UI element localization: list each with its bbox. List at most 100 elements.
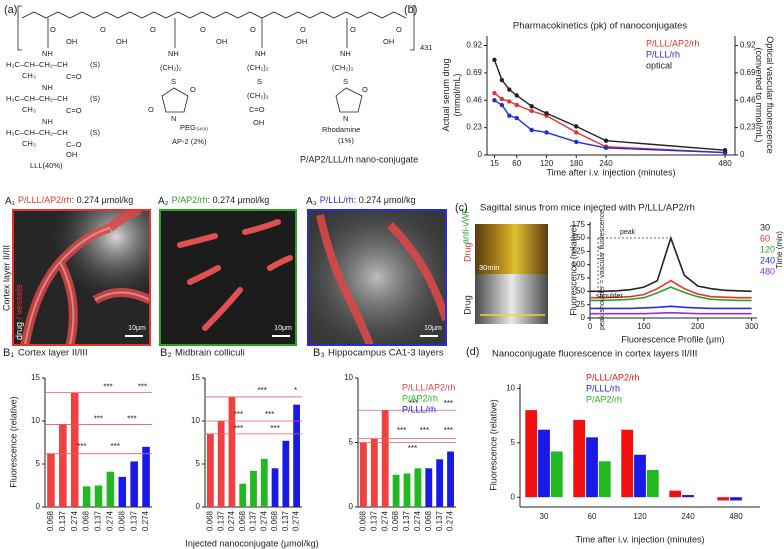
y-tick-label: 0.92 [466,41,482,50]
y-axis-label: (mmol/mL) [452,74,462,117]
legend-entry: P/AP2/rh [402,393,438,403]
bar [669,490,682,498]
micrograph [475,274,548,324]
x-tick-label: 0 [588,322,593,331]
chem-label: NH [42,83,53,92]
chem-label: NH [340,49,351,58]
y-tick-label: 175 [572,220,586,229]
x-tick-label: 0.137 [129,510,138,531]
bar [682,495,694,498]
data-point [507,113,512,118]
image-label: anti-vWF [460,207,470,244]
data-point [722,148,728,153]
scale-label: 10μm [424,325,442,332]
significance: *** [138,383,147,392]
image-title: A₂ P/AP2/rh: 0.274 μmol/kg [158,195,269,206]
x-tick-label: 30 [540,512,549,521]
image-frame [159,209,297,346]
significance: *** [234,424,243,433]
bar [118,476,127,507]
y-tick-label: 0 [36,502,41,511]
y-tick-label: 0 [581,313,586,322]
chem-label: O [350,25,356,34]
chem-label: (1%) [338,136,354,145]
annotation-line [597,237,671,292]
chem-label: O [150,25,156,34]
image-dose: : 0.274 μmol/kg [354,195,416,205]
legend-entry: P/LLL/AP2/rh [402,382,456,392]
bar [293,404,300,507]
bar [392,474,400,507]
significance: *** [110,442,119,451]
chem-label: OH [296,37,307,46]
bar [228,396,236,507]
scale-label: 10μm [128,325,146,332]
x-axis-label: Time after i.v. injection (minutes) [575,534,704,544]
y-tick-label: 25 [576,300,585,309]
time-label: 30min [479,263,499,272]
y-tick-label: 0.46 [466,95,482,104]
legend-entry: P/AP2/rh [586,394,622,404]
chem-label: AP-2 (2%) [172,137,207,146]
y2-axis-label: Optical vascular fluorescence [765,36,775,154]
chem-label: (CH₂)₂ [160,63,182,72]
y-tick-label: 15 [31,373,40,382]
y-tick-label: 0.23 [466,123,482,132]
bar [271,468,279,507]
x-tick-label: 0.068 [270,510,279,531]
legend-entry: 480 [760,266,775,276]
stain-part: drug [14,322,24,340]
y-axis-label: Fluorescence (relative) [8,396,18,488]
x-tick-label: 0.274 [292,510,301,531]
y-axis-label: Fluorescence (relative) [488,399,498,491]
series-line [493,59,726,151]
image-label: Drug [462,295,472,315]
bar [425,468,433,507]
x-tick-label: 200 [691,322,705,331]
data-point [544,130,549,135]
structure-name: P/AP2/LLL/rh nano-conjugate [300,154,418,164]
y-tick-label: 15 [191,373,200,382]
x-axis-label: Injected nanoconjugate (μmol/kg) [185,538,318,548]
x-tick-label: 0.068 [238,510,247,531]
legend-entry: 120 [760,244,775,254]
x-tick-label: 240 [599,159,613,168]
chem-label: C=O [249,105,265,114]
bar [403,473,411,507]
data-point [574,139,579,145]
repeat-count: 431 [420,43,433,52]
y2-tick-label: 0.46 [740,95,756,104]
legend-entry: 30 [760,222,770,232]
stain-label: drug / vessels [14,284,24,340]
image-name: P/LLL/AP2/rh [18,195,72,205]
x-axis-label: Fluorescence Profile (μm) [621,334,724,344]
chem-label: C–O [66,140,82,149]
legend-entry: P/LLL/rh [646,49,680,59]
significance: *** [265,410,274,419]
series-line [494,99,726,154]
annotation: peak [620,229,636,236]
y-tick-label: 10 [191,416,200,425]
chem-label: H₃C–CH–CH₂–CH [6,128,68,137]
series-line [590,235,752,293]
annotation: peak-shoulder = vascular fluorescence [599,210,606,330]
legend-entry: 240 [760,255,775,265]
data-point [514,102,519,108]
x-tick-label: 0.068 [82,510,91,531]
bar [573,419,586,498]
bar [106,471,115,507]
chem-label: (CH₂)₂ [247,91,269,100]
data-point [499,102,505,108]
x-tick-label: 0.137 [435,510,444,531]
y2-axis-label: (converted to mmol/mL) [754,47,764,142]
data-point [492,57,497,62]
legend-entry: P/LLL/AP2/rh [646,38,700,48]
x-tick-label: 0.274 [227,510,236,531]
x-tick-label: 0.274 [259,510,268,531]
x-tick-label: 0.137 [369,510,378,531]
image-frame [307,209,447,346]
significance: *** [444,399,453,408]
chem-label: (CH₂)₂ [247,63,269,72]
series-line [493,92,726,154]
